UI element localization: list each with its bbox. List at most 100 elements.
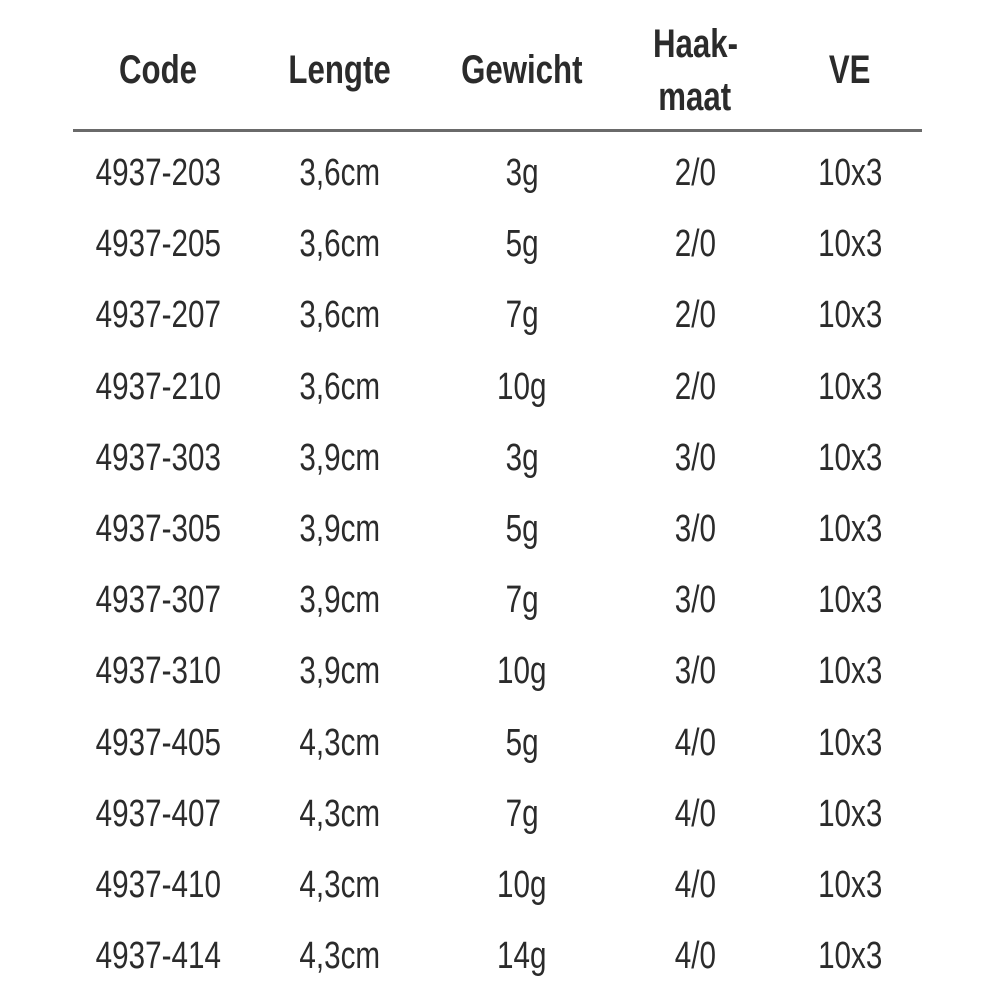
- cell-ve-value: 10x3: [817, 721, 883, 764]
- cell-haakmaat-value: 2/0: [674, 365, 716, 408]
- cell-code-value: 4937-410: [95, 864, 221, 906]
- cell-gewicht-value: 3g: [505, 152, 539, 194]
- cell-code: 4937-410: [58, 860, 258, 910]
- cell-haakmaat-value: 4/0: [674, 935, 716, 978]
- cell-lengte: 3,9cm: [240, 504, 440, 554]
- cell-ve: 10x3: [750, 362, 950, 412]
- cell-ve: 10x3: [750, 789, 950, 839]
- cell-gewicht: 10g: [422, 860, 622, 910]
- cell-haakmaat: 3/0: [595, 433, 795, 483]
- cell-code: 4937-303: [58, 433, 258, 483]
- cell-ve: 10x3: [750, 860, 950, 910]
- cell-ve-value: 10x3: [817, 508, 883, 550]
- cell-ve: 10x3: [750, 504, 950, 554]
- cell-code-value: 4937-305: [95, 508, 221, 550]
- cell-gewicht: 14g: [422, 931, 622, 981]
- cell-lengte: 3,9cm: [240, 433, 440, 483]
- cell-gewicht-value: 7g: [505, 294, 539, 337]
- cell-gewicht: 5g: [422, 219, 622, 269]
- cell-ve-value: 10x3: [817, 650, 883, 693]
- cell-lengte-value: 4,3cm: [299, 864, 381, 906]
- cell-haakmaat: 2/0: [595, 219, 795, 269]
- cell-code-value: 4937-307: [95, 579, 221, 622]
- cell-haakmaat: 2/0: [595, 362, 795, 412]
- cell-haakmaat: 2/0: [595, 148, 795, 198]
- cell-gewicht-value: 10g: [497, 650, 547, 693]
- cell-lengte: 3,6cm: [240, 148, 440, 198]
- cell-lengte: 3,6cm: [240, 362, 440, 412]
- cell-haakmaat-value: 4/0: [674, 792, 716, 835]
- cell-ve: 10x3: [750, 433, 950, 483]
- cell-code-value: 4937-203: [95, 152, 221, 194]
- header-code: Code: [58, 44, 258, 96]
- cell-code-value: 4937-407: [95, 792, 221, 835]
- cell-lengte: 4,3cm: [240, 860, 440, 910]
- cell-code: 4937-307: [58, 575, 258, 625]
- cell-lengte-value: 4,3cm: [299, 792, 381, 835]
- cell-ve-value: 10x3: [817, 935, 883, 978]
- cell-haakmaat: 4/0: [595, 718, 795, 768]
- cell-gewicht-value: 7g: [505, 579, 539, 622]
- cell-code: 4937-207: [58, 290, 258, 340]
- header-haakmaat-line1: Haak-: [595, 18, 795, 70]
- cell-ve: 10x3: [750, 575, 950, 625]
- cell-gewicht-value: 7g: [505, 792, 539, 835]
- cell-haakmaat-value: 3/0: [674, 436, 716, 479]
- cell-lengte-value: 4,3cm: [299, 721, 381, 764]
- cell-gewicht: 10g: [422, 362, 622, 412]
- cell-ve-value: 10x3: [817, 436, 883, 479]
- header-lengte: Lengte: [240, 44, 440, 96]
- cell-gewicht: 7g: [422, 290, 622, 340]
- cell-ve: 10x3: [750, 646, 950, 696]
- cell-gewicht-value: 5g: [505, 223, 539, 266]
- cell-code-value: 4937-303: [95, 436, 221, 479]
- cell-ve: 10x3: [750, 148, 950, 198]
- cell-gewicht: 7g: [422, 575, 622, 625]
- cell-gewicht: 7g: [422, 789, 622, 839]
- cell-lengte: 3,6cm: [240, 219, 440, 269]
- cell-code: 4937-205: [58, 219, 258, 269]
- cell-haakmaat-value: 2/0: [674, 294, 716, 337]
- header-haakmaat-label-2: maat: [658, 75, 732, 119]
- cell-gewicht-value: 10g: [497, 365, 547, 408]
- cell-gewicht: 3g: [422, 433, 622, 483]
- cell-lengte-value: 3,9cm: [299, 508, 381, 550]
- cell-ve: 10x3: [750, 931, 950, 981]
- header-gewicht: Gewicht: [422, 44, 622, 96]
- cell-gewicht-value: 5g: [505, 721, 539, 764]
- header-lengte-label: Lengte: [288, 48, 392, 92]
- cell-ve-value: 10x3: [817, 223, 883, 266]
- cell-gewicht: 5g: [422, 504, 622, 554]
- cell-gewicht-value: 14g: [497, 935, 547, 978]
- cell-haakmaat: 3/0: [595, 575, 795, 625]
- cell-haakmaat: 3/0: [595, 646, 795, 696]
- cell-lengte: 4,3cm: [240, 718, 440, 768]
- cell-haakmaat-value: 3/0: [674, 508, 716, 550]
- cell-haakmaat: 3/0: [595, 504, 795, 554]
- cell-ve-value: 10x3: [817, 152, 883, 194]
- cell-lengte-value: 3,9cm: [299, 579, 381, 622]
- cell-code: 4937-305: [58, 504, 258, 554]
- cell-haakmaat-value: 3/0: [674, 579, 716, 622]
- cell-lengte-value: 3,6cm: [299, 152, 381, 194]
- cell-haakmaat-value: 4/0: [674, 721, 716, 764]
- cell-code: 4937-210: [58, 362, 258, 412]
- cell-gewicht-value: 3g: [505, 436, 539, 479]
- cell-lengte-value: 4,3cm: [299, 935, 381, 978]
- cell-gewicht-value: 5g: [505, 508, 539, 550]
- cell-lengte-value: 3,6cm: [299, 365, 381, 408]
- cell-haakmaat: 4/0: [595, 789, 795, 839]
- cell-haakmaat-value: 3/0: [674, 650, 716, 693]
- cell-gewicht-value: 10g: [497, 864, 547, 906]
- cell-code-value: 4937-207: [95, 294, 221, 337]
- header-ve-label: VE: [829, 48, 871, 92]
- cell-haakmaat-value: 2/0: [674, 223, 716, 266]
- header-haakmaat-label-1: Haak-: [652, 22, 738, 66]
- cell-code: 4937-407: [58, 789, 258, 839]
- cell-lengte: 4,3cm: [240, 931, 440, 981]
- cell-ve-value: 10x3: [817, 294, 883, 337]
- cell-ve: 10x3: [750, 290, 950, 340]
- cell-ve: 10x3: [750, 718, 950, 768]
- cell-lengte: 3,6cm: [240, 290, 440, 340]
- cell-code: 4937-405: [58, 718, 258, 768]
